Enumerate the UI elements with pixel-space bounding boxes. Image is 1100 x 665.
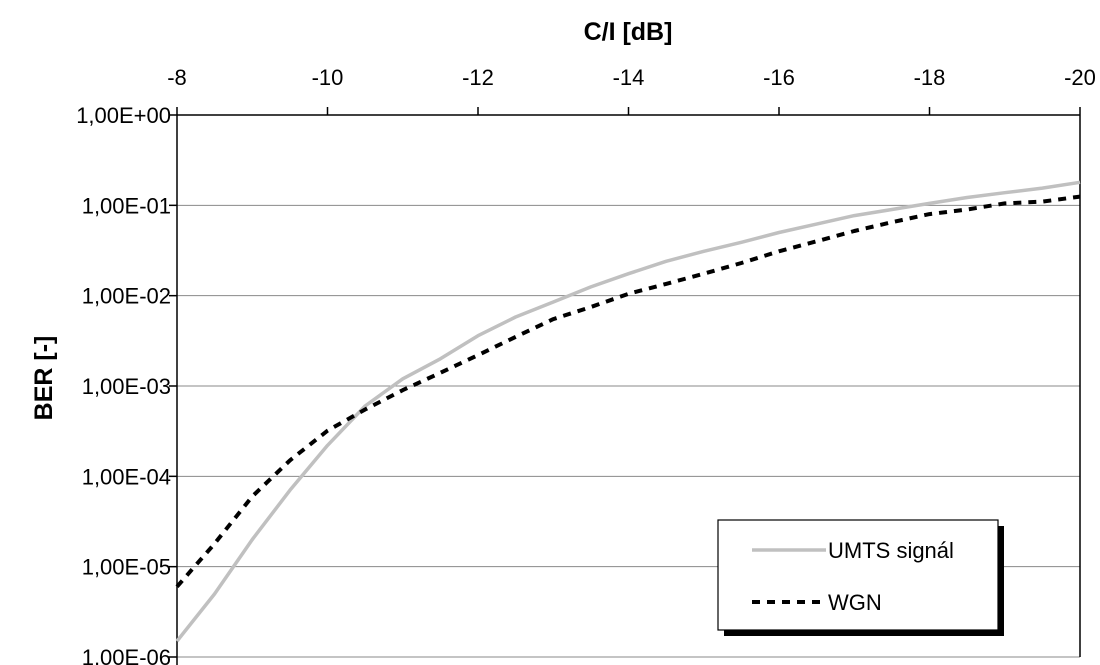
x-tick-label: -8 <box>167 65 187 90</box>
series-line-wgn <box>175 194 1081 589</box>
x-tick-label: -20 <box>1064 65 1096 90</box>
x-tick-label: -16 <box>763 65 795 90</box>
legend: UMTS signál WGN <box>717 519 1004 636</box>
x-tick-label: -12 <box>462 65 494 90</box>
y-tick-label: 1,00E-05 <box>82 555 171 580</box>
series-line-umts <box>175 180 1081 643</box>
legend-box <box>717 519 999 631</box>
y-tick-label: 1,00E-03 <box>82 374 171 399</box>
axes <box>169 107 1081 665</box>
grid-lines <box>177 204 1080 658</box>
x-axis-title: C/I [dB] <box>584 18 673 46</box>
plot-series <box>175 180 1081 643</box>
x-tick-label: -14 <box>613 65 645 90</box>
y-tick-label: 1,00E-06 <box>82 645 171 665</box>
y-tick-label: 1,00E+00 <box>76 103 171 128</box>
x-tick-label: -10 <box>312 65 344 90</box>
x-tick-label: -18 <box>914 65 946 90</box>
y-axis-title: BER [-] <box>30 336 58 421</box>
y-tick-label: 1,00E-01 <box>82 193 171 218</box>
legend-label-umts: UMTS signál <box>828 538 954 563</box>
tick-labels: 1,00E+00 1,00E-01 1,00E-02 1,00E-03 1,00E-04… <box>76 65 1096 665</box>
legend-label-wgn: WGN <box>828 590 882 615</box>
y-tick-label: 1,00E-02 <box>82 284 171 309</box>
y-tick-label: 1,00E-04 <box>82 464 171 489</box>
